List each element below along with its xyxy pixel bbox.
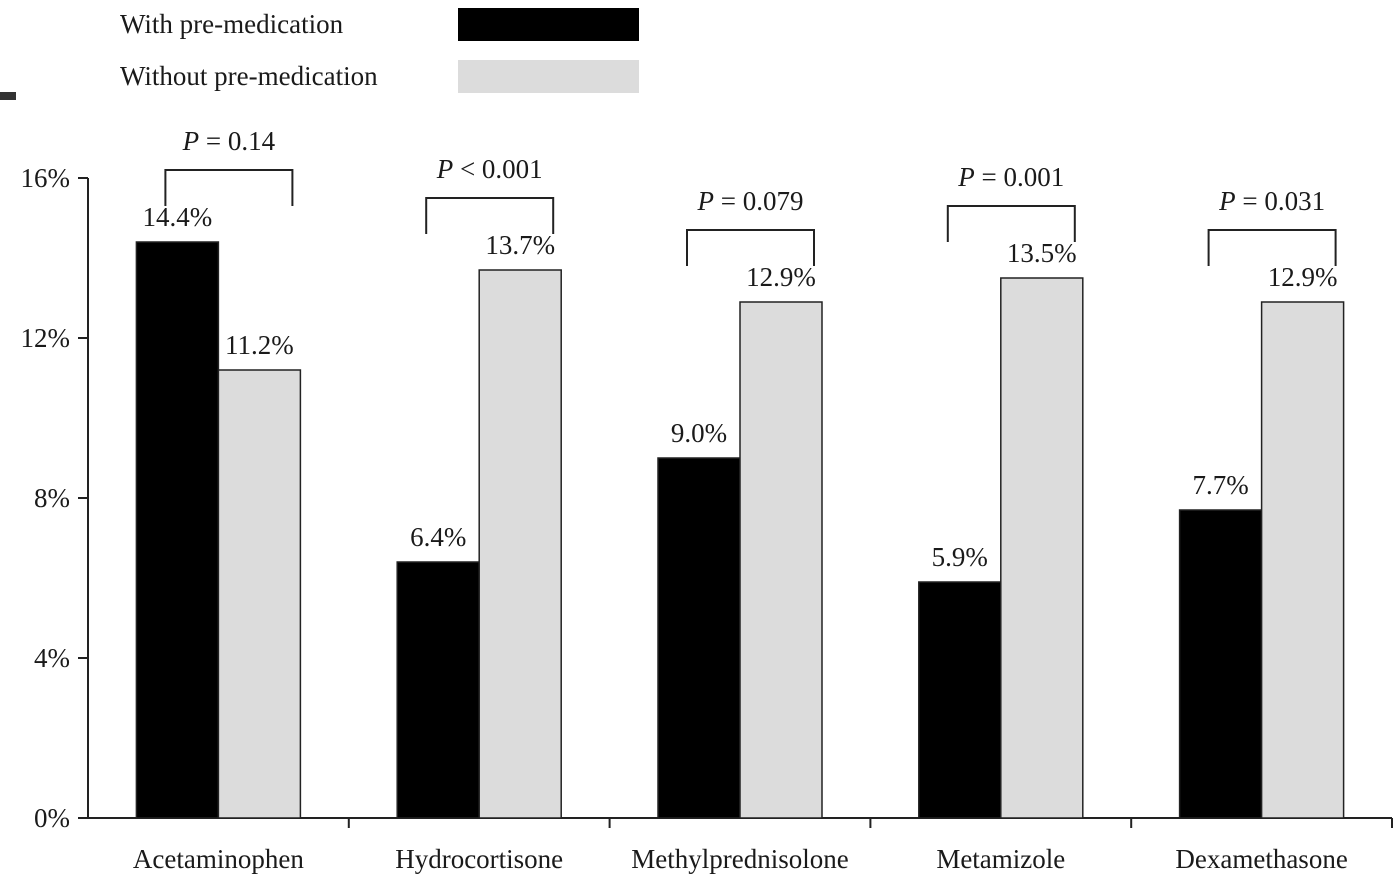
bar	[396, 561, 480, 819]
p-symbol: P	[697, 186, 715, 216]
data-label: 13.5%	[1007, 238, 1077, 268]
category-label: Hydrocortisone	[395, 844, 563, 874]
p-value-text: < 0.001	[453, 154, 542, 184]
y-tick-label: 0%	[34, 803, 70, 833]
y-tick-label: 8%	[34, 483, 70, 513]
category-label: Methylprednisolone	[631, 844, 848, 874]
axes: 0% 4% 8% 12% 16% Acetaminophen Hydrocortisone M…	[21, 163, 1393, 874]
p-value-label: P < 0.001	[436, 154, 543, 184]
legend-label: Without pre-medication	[120, 61, 378, 91]
y-tick-label: 12%	[21, 323, 71, 353]
bar	[657, 457, 741, 819]
p-value-text: = 0.001	[975, 162, 1064, 192]
p-value-label: P = 0.079	[697, 186, 804, 216]
data-label: 11.2%	[225, 330, 294, 360]
p-symbol: P	[436, 154, 454, 184]
bar	[1260, 301, 1345, 819]
p-value-text: = 0.14	[199, 126, 275, 156]
legend-label: With pre-medication	[120, 9, 344, 39]
bar	[478, 269, 562, 819]
data-label: 5.9%	[932, 542, 988, 572]
legend-edge-mark	[0, 92, 16, 100]
data-label: 6.4%	[410, 522, 466, 552]
p-value-bracket	[1207, 229, 1337, 266]
legend-swatch	[458, 8, 639, 41]
category-label: Acetaminophen	[133, 844, 304, 874]
p-value-text: = 0.031	[1236, 186, 1325, 216]
p-symbol: P	[1218, 186, 1236, 216]
bar	[918, 581, 1002, 819]
bar	[1178, 509, 1263, 819]
p-value-bracket	[946, 205, 1076, 242]
data-label: 13.7%	[485, 230, 555, 260]
category-label: Metamizole	[936, 844, 1065, 874]
p-value-label: P = 0.031	[1218, 186, 1325, 216]
data-label: 12.9%	[746, 262, 816, 292]
bar	[1000, 277, 1084, 819]
y-tick-label: 4%	[34, 643, 70, 673]
p-symbol: P	[182, 126, 200, 156]
data-label: 14.4%	[143, 202, 213, 232]
bar	[217, 369, 302, 819]
data-label: 9.0%	[671, 418, 727, 448]
y-tick-label: 16%	[21, 163, 71, 193]
data-label: 7.7%	[1192, 470, 1248, 500]
p-symbol: P	[957, 162, 975, 192]
p-value-text: = 0.079	[714, 186, 803, 216]
data-label: 12.9%	[1268, 262, 1338, 292]
p-value-label: P = 0.14	[182, 126, 276, 156]
legend-swatch	[458, 60, 639, 93]
p-value-label: P = 0.001	[957, 162, 1064, 192]
p-value-bracket	[686, 229, 815, 266]
bar	[739, 301, 823, 819]
bar	[135, 241, 220, 819]
p-value-bracket	[425, 197, 555, 234]
p-value-bracket	[164, 169, 294, 206]
bars: 14.4% 11.2% 6.4% 13.7% 9.0% 12.9% 5.9% 13.5% 7.7…	[135, 202, 1345, 819]
legend: With pre-medication Without pre-medicatio…	[0, 8, 639, 100]
category-label: Dexamethasone	[1175, 844, 1347, 874]
